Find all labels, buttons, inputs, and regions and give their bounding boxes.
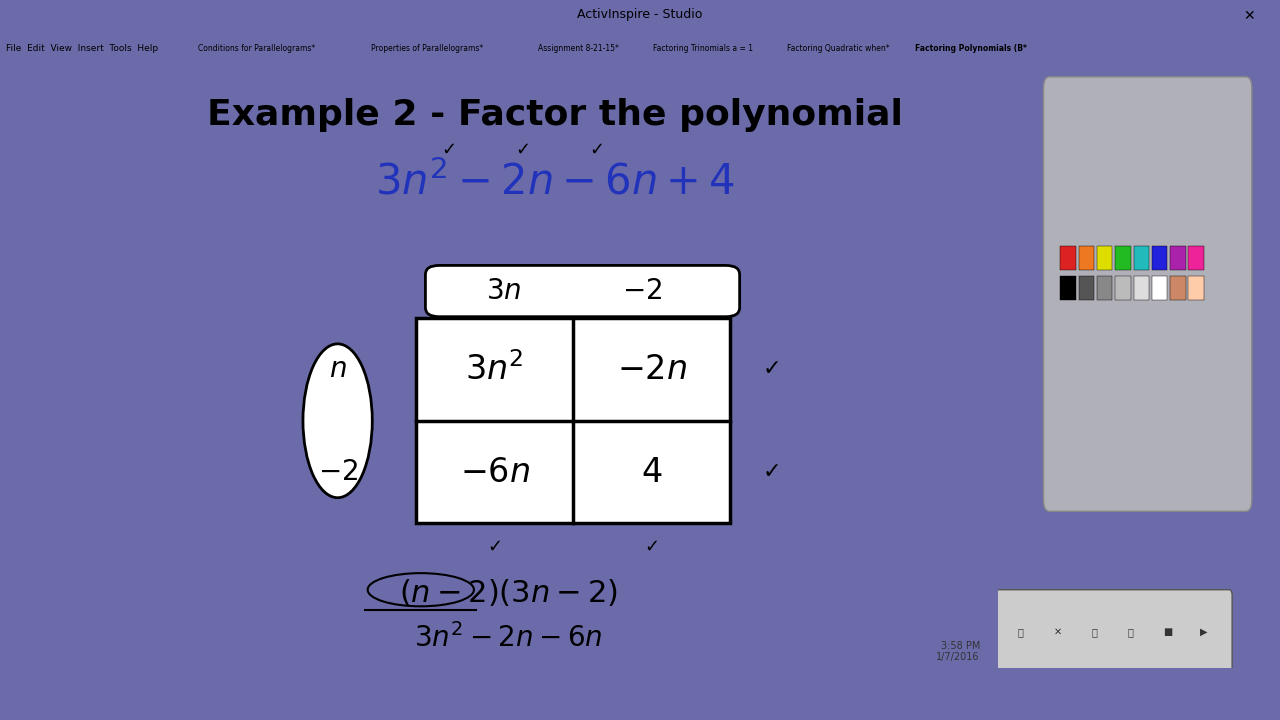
FancyBboxPatch shape [996, 590, 1233, 674]
Text: $(n-2)(3n-2)$: $(n-2)(3n-2)$ [399, 577, 618, 608]
Text: $-6n$: $-6n$ [460, 456, 530, 489]
Text: ■: ■ [1162, 627, 1172, 637]
Text: Factoring Quadratic when*: Factoring Quadratic when* [787, 44, 890, 53]
Text: $-2n$: $-2n$ [617, 353, 687, 386]
Bar [1097, 246, 1112, 270]
Bar [1152, 276, 1167, 300]
Text: ⏸: ⏸ [1128, 627, 1134, 637]
Bar [1060, 246, 1076, 270]
Bar [1189, 276, 1204, 300]
Text: ✕: ✕ [1243, 9, 1254, 23]
Text: $3n^2 - 2n - 6n + 4$: $3n^2 - 2n - 6n + 4$ [375, 161, 735, 204]
Bar [1152, 246, 1167, 270]
Bar [1170, 246, 1185, 270]
Bar [1170, 276, 1185, 300]
Text: $4$: $4$ [641, 456, 663, 489]
Text: File  Edit  View  Insert  Tools  Help: File Edit View Insert Tools Help [6, 44, 159, 53]
Text: ✓: ✓ [442, 140, 456, 158]
Bar [1115, 276, 1130, 300]
Text: $-2$: $-2$ [317, 458, 357, 486]
Bar [1189, 246, 1204, 270]
FancyBboxPatch shape [425, 266, 740, 317]
Text: ✕: ✕ [1053, 627, 1061, 637]
Bar [1060, 276, 1076, 300]
Bar [1079, 276, 1094, 300]
Text: $3n$: $3n$ [486, 277, 522, 305]
Text: ✓: ✓ [589, 140, 604, 158]
Bar [416, 318, 731, 523]
Text: Factoring Trinomials a = 1: Factoring Trinomials a = 1 [653, 44, 753, 53]
Text: Properties of Parallelograms*: Properties of Parallelograms* [371, 44, 484, 53]
Text: Assignment 8-21-15*: Assignment 8-21-15* [538, 44, 618, 53]
Text: 3:58 PM
1/7/2016: 3:58 PM 1/7/2016 [937, 641, 980, 662]
Text: ✓: ✓ [644, 537, 659, 555]
Text: ▶: ▶ [1201, 627, 1208, 637]
Text: Factoring Polynomials (B*: Factoring Polynomials (B* [915, 44, 1027, 53]
Text: ✓: ✓ [763, 462, 781, 482]
Text: $3n^2 - 2n - 6n$: $3n^2 - 2n - 6n$ [415, 623, 603, 653]
Text: ✓: ✓ [488, 537, 502, 555]
Text: ⏮: ⏮ [1018, 627, 1024, 637]
Text: $3n^2$: $3n^2$ [466, 352, 524, 387]
Text: Conditions for Parallelograms*: Conditions for Parallelograms* [198, 44, 316, 53]
Text: $-2$: $-2$ [622, 277, 663, 305]
Text: Example 2 - Factor the polynomial: Example 2 - Factor the polynomial [207, 98, 902, 132]
Bar [1079, 246, 1094, 270]
Ellipse shape [303, 344, 372, 498]
Text: ⏹: ⏹ [1092, 627, 1097, 637]
Bar [1134, 246, 1149, 270]
FancyBboxPatch shape [1043, 77, 1252, 511]
Bar [1115, 246, 1130, 270]
Text: ActivInspire - Studio: ActivInspire - Studio [577, 8, 703, 21]
Text: $n$: $n$ [329, 356, 347, 384]
Bar [1134, 276, 1149, 300]
Bar [1097, 276, 1112, 300]
Text: ✓: ✓ [515, 140, 530, 158]
Text: ✓: ✓ [763, 359, 781, 379]
